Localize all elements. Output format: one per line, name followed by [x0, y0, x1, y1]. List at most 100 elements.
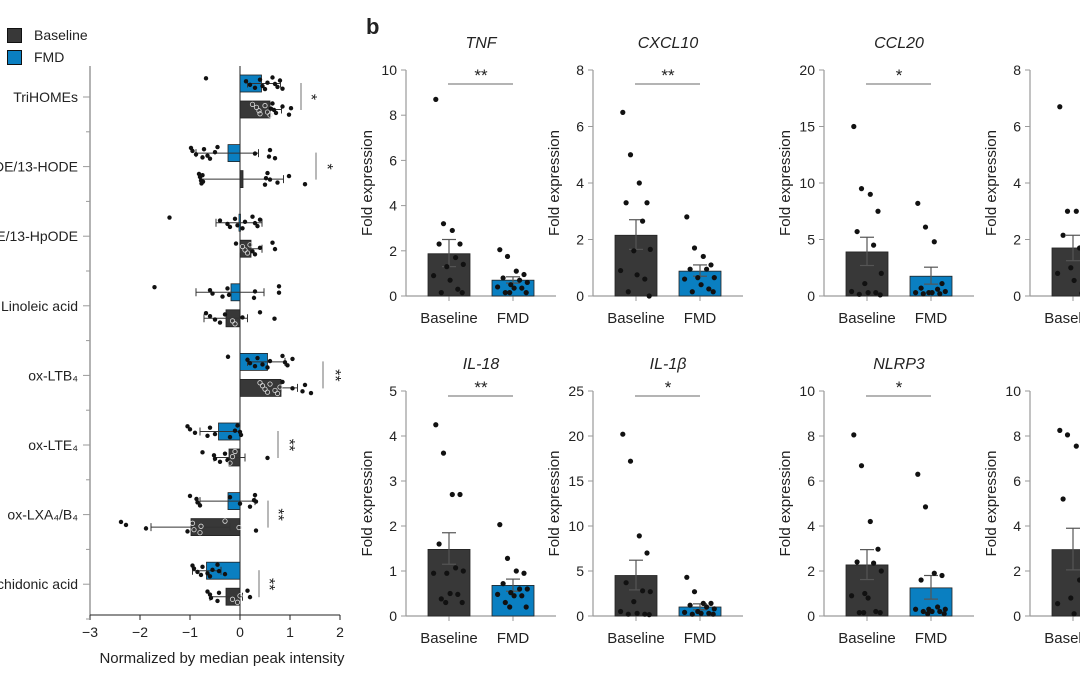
data-point: [436, 241, 442, 247]
significance-stars: **: [260, 578, 277, 590]
y-tick-label: 4: [1013, 175, 1021, 191]
data-point: [229, 596, 236, 602]
data-point: [265, 365, 270, 370]
data-point: [207, 574, 213, 579]
data-point: [267, 381, 273, 387]
y-tick-label: 15: [568, 473, 584, 489]
data-point: [495, 591, 501, 598]
data-point: [438, 596, 444, 602]
data-point: [700, 253, 706, 260]
data-point: [871, 560, 877, 566]
data-point: [302, 182, 308, 187]
data-point: [453, 565, 459, 571]
data-point: [871, 242, 877, 248]
y-axis-label: Fold expression: [359, 130, 376, 236]
data-point: [215, 562, 220, 567]
legend-item-fmd: FMD: [7, 46, 88, 68]
data-point: [698, 282, 704, 288]
data-point: [878, 568, 884, 574]
data-point: [1064, 432, 1071, 438]
y-axis-label: Fold expression: [359, 451, 376, 557]
data-point: [257, 217, 263, 222]
data-point: [229, 454, 236, 460]
legend-item-baseline: Baseline: [7, 24, 88, 46]
y-tick-label: 8: [1013, 62, 1021, 78]
data-point: [280, 86, 285, 91]
data-point: [647, 246, 653, 252]
data-point: [252, 289, 258, 294]
y-tick-label: 2: [576, 232, 584, 248]
data-point: [513, 268, 519, 274]
data-point: [455, 591, 461, 598]
data-point: [873, 290, 879, 296]
significance-stars: *: [665, 378, 672, 397]
data-point: [523, 290, 529, 296]
category-label: FMD: [915, 630, 948, 647]
y-tick-label: 1: [389, 563, 397, 579]
data-point: [185, 424, 190, 429]
category-label: FMD: [497, 630, 530, 647]
data-point: [232, 321, 238, 327]
data-point: [237, 501, 243, 506]
data-point: [267, 358, 273, 364]
data-point: [618, 267, 624, 274]
y-tick-label: 4: [807, 518, 815, 534]
data-point: [215, 598, 220, 604]
data-point: [282, 360, 288, 365]
data-point: [217, 459, 223, 464]
y-tick-label: 2: [389, 243, 397, 259]
data-point: [300, 389, 305, 394]
y-tick-label: 6: [807, 473, 815, 489]
data-point: [255, 355, 260, 361]
category-label: FMD: [684, 630, 717, 647]
data-point: [851, 432, 857, 438]
category-label: Baseline: [838, 630, 896, 647]
y-tick-label: 0: [1013, 608, 1021, 624]
data-point: [200, 564, 205, 570]
category-label: ox-LTB₄: [28, 367, 78, 383]
data-point: [918, 285, 924, 291]
data-point: [1060, 496, 1066, 502]
data-point: [706, 610, 712, 616]
data-point: [267, 147, 273, 153]
significance-stars: **: [326, 369, 343, 381]
y-axis-label: Fold expression: [546, 130, 563, 236]
data-point: [502, 599, 508, 606]
data-point: [253, 528, 259, 533]
data-point: [250, 214, 255, 219]
x-tick-label: 0: [236, 624, 244, 640]
data-point: [627, 458, 634, 464]
data-point: [460, 568, 466, 574]
data-point: [431, 570, 437, 576]
data-point: [185, 529, 190, 534]
data-point: [227, 434, 233, 440]
data-point: [913, 290, 919, 296]
data-point: [257, 111, 263, 117]
data-point: [925, 611, 931, 617]
data-point: [640, 588, 646, 594]
data-point: [433, 96, 439, 102]
category-label: Baseline: [420, 310, 478, 327]
category-label: Baseline: [1044, 630, 1080, 647]
data-point: [710, 289, 716, 295]
data-point: [1055, 601, 1061, 607]
data-point: [247, 82, 253, 87]
data-point: [222, 518, 228, 524]
data-point: [276, 284, 282, 289]
data-point: [226, 292, 232, 298]
legend-swatch-baseline: [7, 27, 22, 43]
data-point: [260, 362, 265, 367]
data-point: [444, 570, 450, 576]
data-point: [920, 291, 926, 297]
data-point: [623, 200, 629, 206]
data-point: [704, 604, 710, 610]
y-tick-label: 4: [389, 428, 397, 444]
data-point: [216, 590, 222, 596]
data-point: [167, 215, 172, 220]
data-point: [272, 246, 278, 252]
data-point: [203, 76, 209, 81]
data-point: [1071, 611, 1077, 617]
data-point: [201, 147, 207, 152]
category-label: Baseline: [838, 310, 896, 327]
y-tick-label: 15: [799, 119, 815, 135]
